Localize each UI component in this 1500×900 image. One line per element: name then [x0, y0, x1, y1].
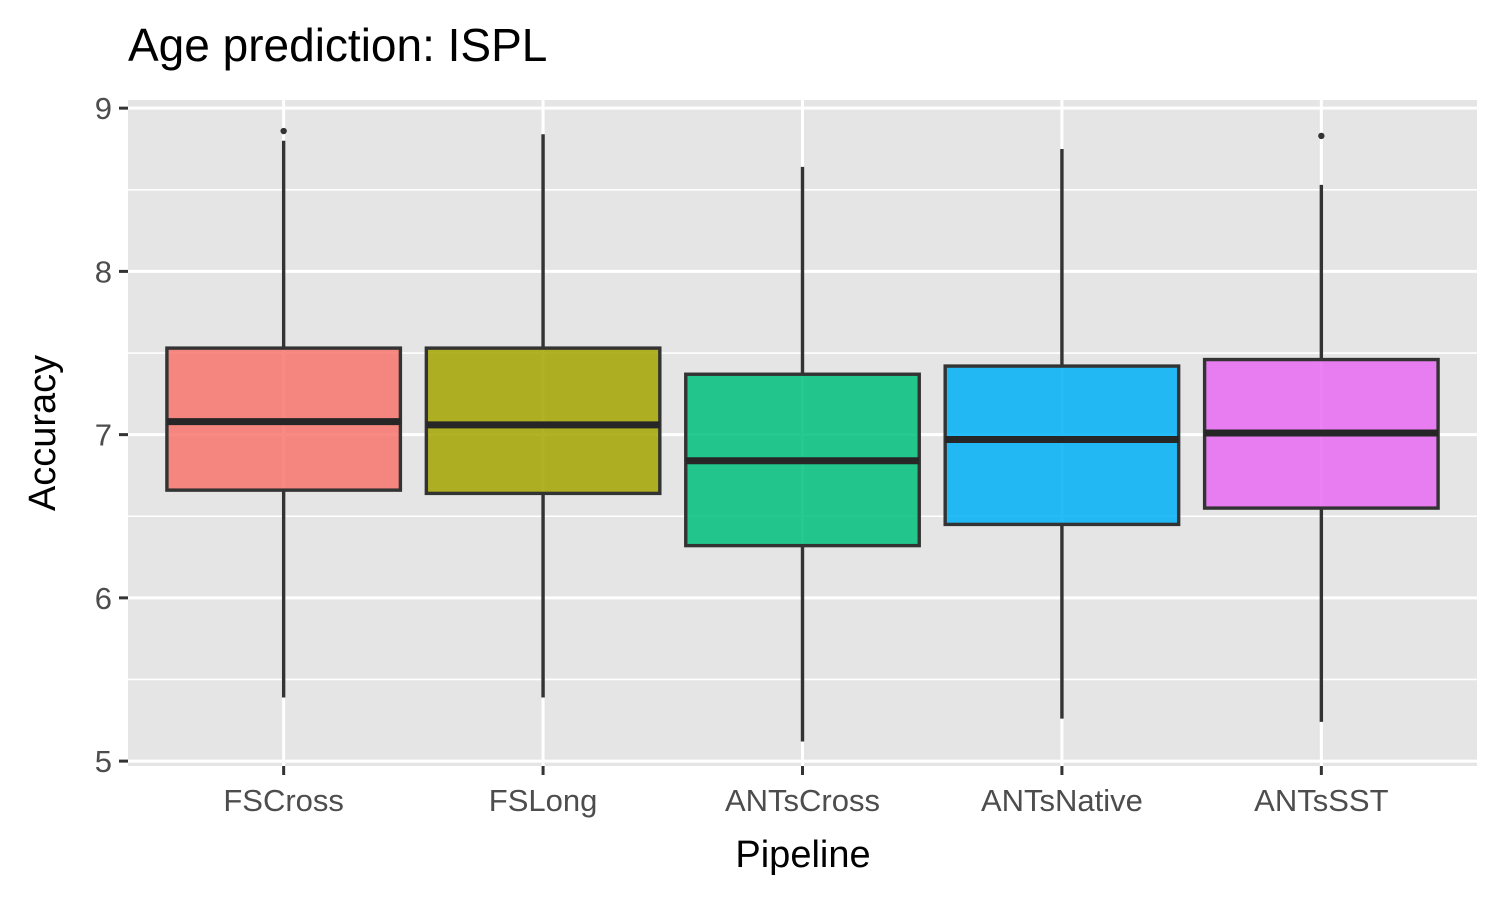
- x-tick-label: ANTsNative: [981, 783, 1143, 818]
- box-iqr: [424, 346, 662, 496]
- box-ANTsNative: [943, 148, 1181, 719]
- box-iqr: [943, 364, 1181, 527]
- y-tick-label: 7: [95, 418, 112, 453]
- x-tick-label: ANTsSST: [1254, 783, 1388, 818]
- x-tick-label: ANTsCross: [725, 783, 880, 818]
- box-ANTsCross: [684, 166, 921, 742]
- y-tick-label: 6: [95, 581, 112, 616]
- y-tick-label: 8: [95, 254, 112, 289]
- box-ANTsSST: [1202, 132, 1440, 722]
- x-axis: FSCross FSLong ANTsCross ANTsNative ANTsSST: [223, 766, 1389, 818]
- y-tick-label: 5: [95, 744, 112, 779]
- outlier-point: [1318, 132, 1325, 140]
- chart-title: Age prediction: ISPL: [128, 19, 548, 71]
- y-tick-label: 9: [95, 91, 112, 126]
- box-FSLong: [424, 134, 662, 698]
- box-FSCross: [165, 127, 403, 698]
- x-tick-label: FSLong: [489, 783, 598, 818]
- outlier-point: [280, 127, 287, 135]
- x-axis-title: Pipeline: [735, 834, 870, 876]
- boxes: [165, 127, 1440, 742]
- x-tick-label: FSCross: [223, 783, 344, 818]
- y-axis-title: Accuracy: [22, 355, 64, 511]
- y-axis: 5 6 7 8 9: [95, 91, 128, 779]
